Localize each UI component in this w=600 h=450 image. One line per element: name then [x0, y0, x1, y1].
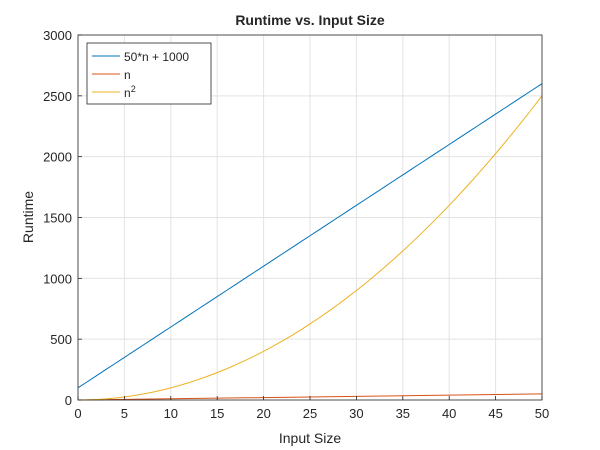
x-axis-label: Input Size: [279, 430, 341, 446]
y-tick-label: 2000: [43, 150, 72, 165]
x-tick-label: 0: [74, 406, 81, 421]
x-tick-label: 35: [396, 406, 410, 421]
chart-title: Runtime vs. Input Size: [235, 12, 385, 28]
x-tick-label: 5: [121, 406, 128, 421]
legend-label-text: n: [124, 68, 131, 82]
x-tick-label: 40: [442, 406, 456, 421]
x-tick-label: 15: [210, 406, 224, 421]
x-tick-label: 30: [349, 406, 363, 421]
x-tick-label: 45: [488, 406, 502, 421]
legend-label-1: n: [124, 68, 131, 82]
legend-label-text: n: [124, 86, 131, 100]
y-tick-label: 3000: [43, 28, 72, 43]
legend-label-superscript: 2: [131, 84, 136, 94]
x-tick-label: 50: [535, 406, 549, 421]
x-tick-label: 25: [303, 406, 317, 421]
y-tick-label: 500: [50, 332, 72, 347]
legend-label-0: 50*n + 1000: [124, 50, 189, 64]
ticks: 0 5 10 15 20 25 30 35 40 45 5005001000150020002500…: [43, 28, 549, 421]
y-tick-label: 1500: [43, 211, 72, 226]
y-tick-label: 0: [65, 393, 72, 408]
x-tick-label: 20: [256, 406, 270, 421]
y-tick-label: 2500: [43, 89, 72, 104]
y-axis-label: Runtime: [20, 191, 36, 243]
x-tick-label: 10: [164, 406, 178, 421]
y-tick-label: 1000: [43, 271, 72, 286]
legend-label-2: n2: [124, 84, 136, 100]
legend-label-text: 50*n + 1000: [124, 50, 189, 64]
series-line-2: [77, 95, 543, 401]
series-line-0: [77, 83, 543, 389]
